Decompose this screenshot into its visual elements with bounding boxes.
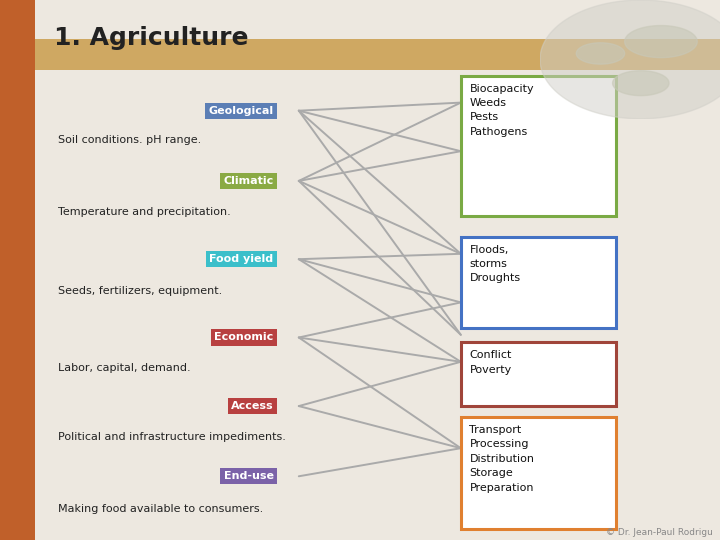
Text: Food yield: Food yield: [210, 254, 274, 264]
Text: 1. Agriculture: 1. Agriculture: [54, 26, 248, 50]
Text: Soil conditions. pH range.: Soil conditions. pH range.: [58, 136, 201, 145]
Bar: [461, 417, 616, 529]
Text: End-use: End-use: [224, 471, 274, 481]
Bar: [461, 237, 616, 328]
Text: Economic: Economic: [215, 333, 274, 342]
Text: © Dr. Jean-Paul Rodrigu: © Dr. Jean-Paul Rodrigu: [606, 528, 713, 537]
Text: Political and infrastructure impediments.: Political and infrastructure impediments…: [58, 433, 285, 442]
Bar: [461, 342, 616, 406]
Text: Seeds, fertilizers, equipment.: Seeds, fertilizers, equipment.: [58, 286, 222, 295]
Text: Making food available to consumers.: Making food available to consumers.: [58, 504, 263, 514]
Text: Temperature and precipitation.: Temperature and precipitation.: [58, 207, 230, 217]
Text: Access: Access: [231, 401, 274, 411]
Text: Geological: Geological: [209, 106, 274, 116]
Text: Transport
Processing
Distribution
Storage
Preparation: Transport Processing Distribution Storag…: [469, 425, 534, 492]
Text: Labor, capital, demand.: Labor, capital, demand.: [58, 363, 190, 373]
Bar: [0, 0, 35, 540]
Bar: [461, 76, 616, 216]
Bar: [35, 39, 720, 70]
Text: Conflict
Poverty: Conflict Poverty: [469, 350, 512, 375]
Text: Climatic: Climatic: [223, 176, 274, 186]
Text: Biocapacity
Weeds
Pests
Pathogens: Biocapacity Weeds Pests Pathogens: [469, 84, 534, 137]
Text: Floods,
storms
Droughts: Floods, storms Droughts: [469, 245, 521, 284]
